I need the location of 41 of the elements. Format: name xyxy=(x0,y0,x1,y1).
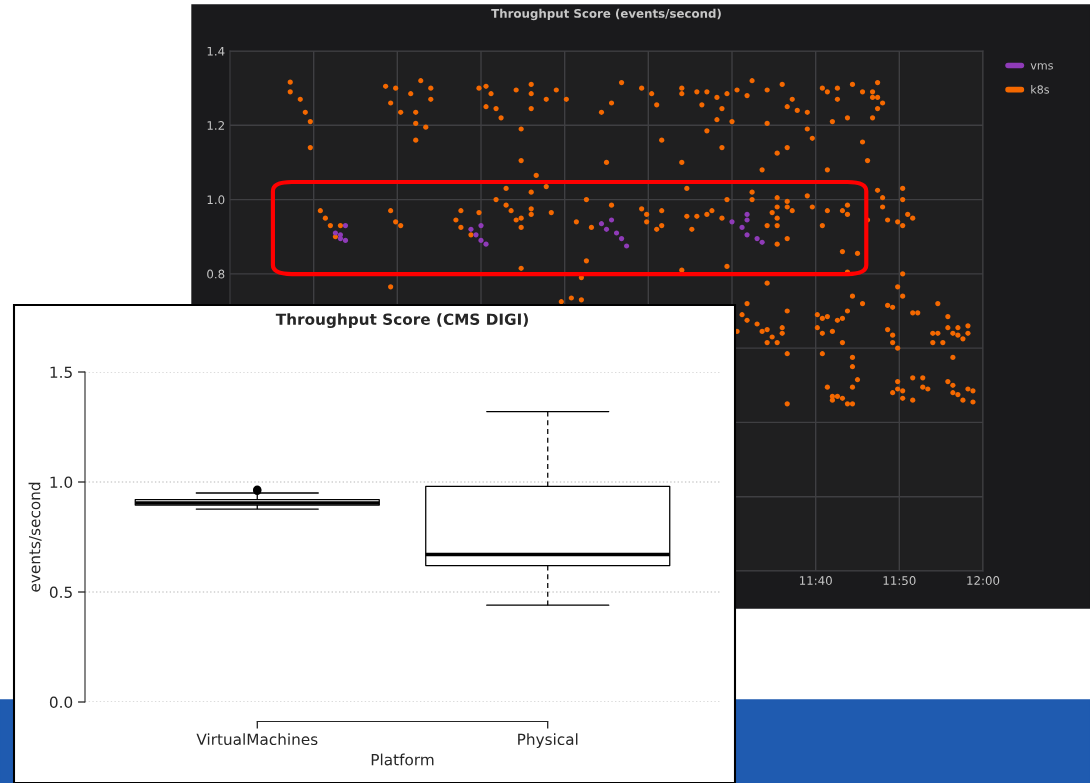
point xyxy=(478,222,484,229)
point xyxy=(478,237,484,244)
point xyxy=(744,217,750,223)
point xyxy=(473,232,479,238)
legend-label: k8s xyxy=(1031,85,1050,94)
point xyxy=(608,217,615,223)
point xyxy=(483,241,489,247)
point xyxy=(618,235,625,242)
point xyxy=(603,226,610,232)
legend-label: vms xyxy=(1030,63,1053,70)
chart-title: Throughput Score (CMS DIGI) xyxy=(275,313,528,329)
point xyxy=(739,224,745,231)
x-tick-label: 11:40 xyxy=(799,576,832,585)
point xyxy=(623,243,630,249)
y-tick-label: 1.2 xyxy=(207,121,224,130)
x-axis-title: Platform xyxy=(371,753,434,766)
y-tick-label: 1.5 xyxy=(50,366,72,379)
point xyxy=(754,235,760,242)
y-tick-label: 0.8 xyxy=(207,269,225,279)
x-tick-label: Physical xyxy=(518,733,578,749)
y-tick-label: 1.4 xyxy=(207,46,225,56)
x-tick-label: 12:00 xyxy=(967,576,1000,585)
point xyxy=(759,239,765,245)
point xyxy=(342,222,349,229)
point xyxy=(342,237,349,244)
y-tick-label: 1.0 xyxy=(50,476,73,489)
x-tick-label: 11:50 xyxy=(883,576,916,585)
point xyxy=(468,226,474,232)
point xyxy=(729,219,735,225)
x-tick-label: VirtualMachines xyxy=(196,733,318,746)
point xyxy=(744,211,750,218)
point xyxy=(598,221,605,227)
point xyxy=(744,232,750,238)
y-axis-title: events/second xyxy=(28,482,42,592)
point xyxy=(613,230,620,236)
point xyxy=(337,235,344,242)
point xyxy=(332,230,339,236)
y-tick-label: 0.5 xyxy=(49,586,72,599)
y-tick-label: 1.0 xyxy=(207,195,225,205)
chart-title: Throughput Score (events/second) xyxy=(491,8,721,21)
y-tick-label: 0.0 xyxy=(49,696,73,709)
